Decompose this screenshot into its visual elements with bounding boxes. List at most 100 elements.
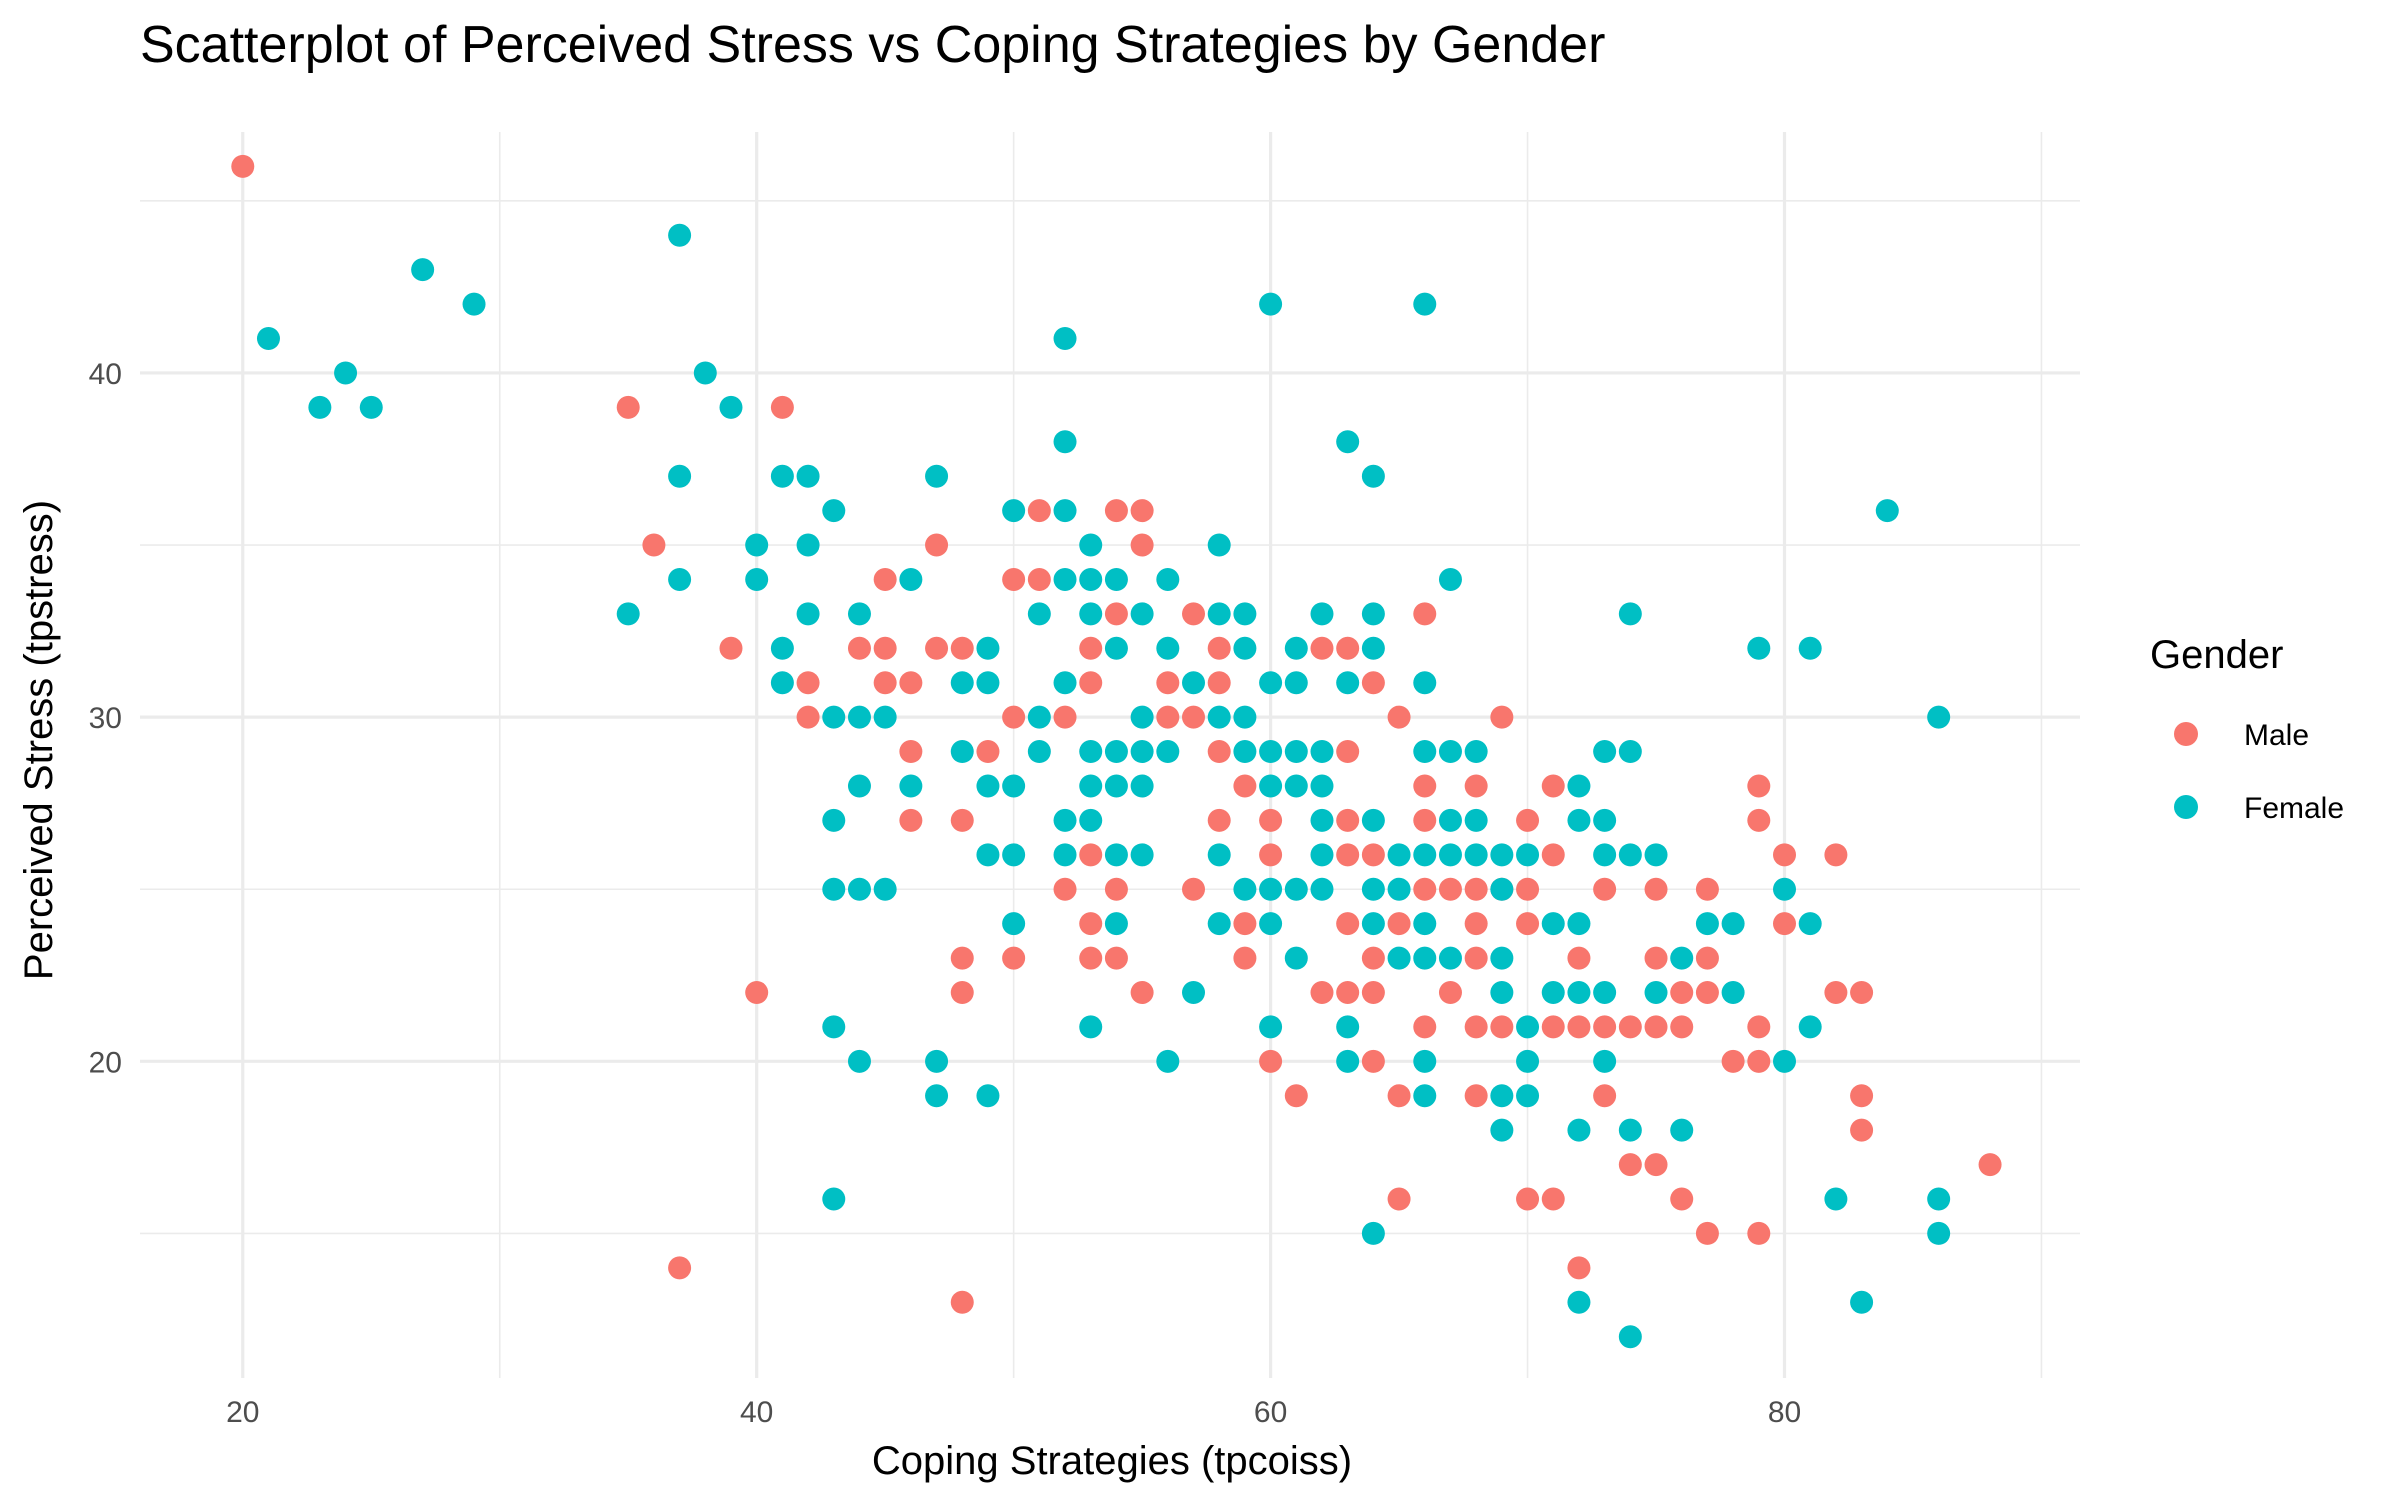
point-female — [1002, 912, 1026, 936]
point-male — [231, 154, 255, 178]
point-female — [822, 499, 846, 523]
point-female — [1284, 671, 1308, 695]
point-female — [1002, 499, 1026, 523]
point-male — [1516, 808, 1540, 832]
point-female — [822, 705, 846, 729]
point-female — [1798, 636, 1822, 660]
point-female — [1233, 602, 1257, 626]
point-female — [1464, 740, 1488, 764]
point-female — [796, 533, 820, 557]
point-male — [1207, 671, 1231, 695]
point-male — [1464, 774, 1488, 798]
legend-title: Gender — [2150, 633, 2283, 677]
point-female — [411, 258, 435, 282]
point-male — [950, 636, 974, 660]
point-male — [745, 980, 769, 1004]
point-female — [1182, 980, 1206, 1004]
point-male — [847, 636, 871, 660]
point-male — [1361, 946, 1385, 970]
point-female — [770, 671, 794, 695]
point-female — [1259, 774, 1283, 798]
point-female — [1438, 740, 1462, 764]
point-male — [1413, 808, 1437, 832]
point-female — [1361, 808, 1385, 832]
point-female — [668, 567, 692, 591]
point-female — [1361, 636, 1385, 660]
point-female — [1567, 774, 1591, 798]
point-female — [1104, 843, 1128, 867]
point-female — [976, 774, 1000, 798]
point-male — [1002, 567, 1026, 591]
point-female — [1156, 636, 1180, 660]
point-male — [1079, 843, 1103, 867]
point-male — [976, 740, 1000, 764]
point-female — [1130, 602, 1154, 626]
point-male — [1233, 946, 1257, 970]
point-male — [1850, 1118, 1874, 1142]
point-male — [1336, 980, 1360, 1004]
point-female — [1259, 671, 1283, 695]
point-male — [1541, 1015, 1565, 1039]
point-male — [1130, 499, 1154, 523]
point-female — [1490, 1084, 1514, 1108]
point-male — [1002, 946, 1026, 970]
point-female — [1593, 1049, 1617, 1073]
point-female — [1618, 740, 1642, 764]
point-male — [1850, 980, 1874, 1004]
point-female — [1824, 1187, 1848, 1211]
point-male — [1516, 912, 1540, 936]
point-male — [925, 636, 949, 660]
point-female — [1053, 499, 1077, 523]
point-male — [1387, 1084, 1411, 1108]
point-female — [1747, 636, 1771, 660]
point-female — [616, 602, 640, 626]
point-female — [668, 223, 692, 247]
point-female — [925, 1084, 949, 1108]
point-male — [1104, 499, 1128, 523]
point-female — [1361, 877, 1385, 901]
chart-title: Scatterplot of Perceived Stress vs Copin… — [140, 16, 1605, 74]
point-female — [1104, 636, 1128, 660]
point-female — [1310, 843, 1334, 867]
point-female — [1413, 292, 1437, 316]
point-female — [770, 464, 794, 488]
point-male — [1053, 877, 1077, 901]
point-male — [1259, 808, 1283, 832]
y-tick-label: 20 — [89, 1046, 122, 1079]
point-female — [1490, 877, 1514, 901]
point-male — [1747, 1049, 1771, 1073]
point-female — [847, 602, 871, 626]
point-female — [1079, 774, 1103, 798]
point-female — [1670, 946, 1694, 970]
point-female — [1079, 1015, 1103, 1039]
point-male — [1464, 877, 1488, 901]
point-female — [1027, 740, 1051, 764]
point-female — [1721, 912, 1745, 936]
point-female — [1284, 774, 1308, 798]
point-female — [1593, 740, 1617, 764]
point-female — [796, 464, 820, 488]
point-male — [950, 808, 974, 832]
point-female — [950, 671, 974, 695]
point-male — [1361, 980, 1385, 1004]
point-male — [1336, 740, 1360, 764]
point-female — [1413, 946, 1437, 970]
point-female — [822, 1187, 846, 1211]
point-female — [1927, 1221, 1951, 1245]
point-female — [1567, 1118, 1591, 1142]
point-female — [1156, 740, 1180, 764]
y-axis-title: Perceived Stress (tpstress) — [17, 500, 61, 980]
point-male — [1310, 636, 1334, 660]
point-male — [1644, 946, 1668, 970]
point-female — [1593, 808, 1617, 832]
x-tick-label: 40 — [740, 1396, 773, 1429]
point-male — [1824, 843, 1848, 867]
point-female — [1593, 843, 1617, 867]
point-female — [847, 1049, 871, 1073]
point-male — [1490, 705, 1514, 729]
point-male — [1670, 1015, 1694, 1039]
point-female — [770, 636, 794, 660]
point-female — [976, 671, 1000, 695]
point-male — [719, 636, 743, 660]
point-female — [1361, 912, 1385, 936]
